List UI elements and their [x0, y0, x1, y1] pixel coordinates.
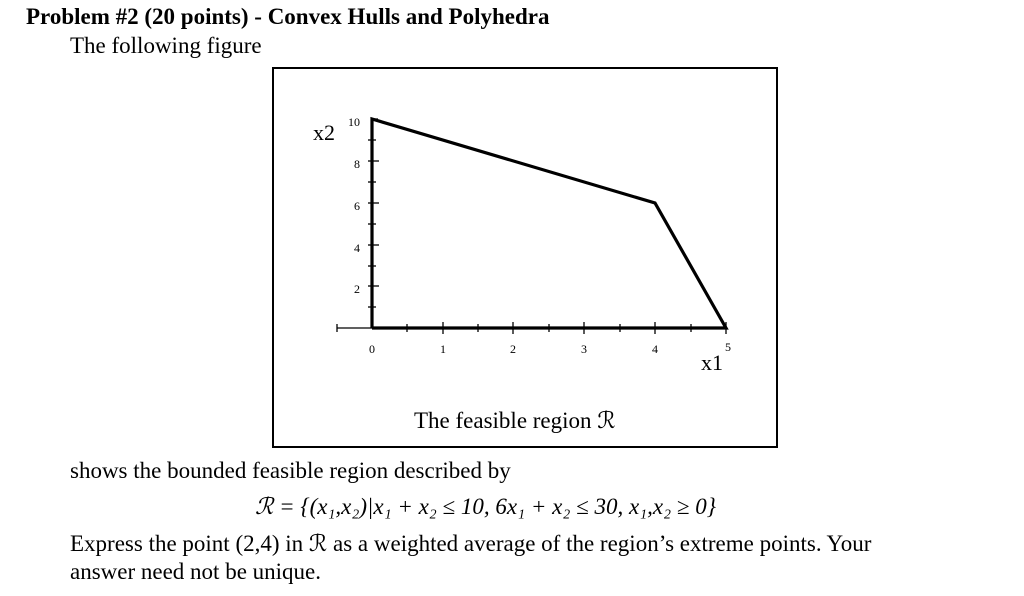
- feasible-region-polygon: [370, 116, 729, 330]
- y-axis-label: x2: [313, 120, 335, 145]
- region-definition-formula: ℛ = {(x₁,x₂)|x₁ + x₂ ≤ 10, 6x₁ + x₂ ≤ 30…: [255, 494, 716, 519]
- svg-text:5: 5: [725, 340, 731, 354]
- svg-text:3: 3: [581, 342, 587, 356]
- svg-text:0: 0: [369, 342, 375, 356]
- y-tick-labels: 10 8 6 4 2: [348, 115, 360, 296]
- svg-text:2: 2: [354, 282, 360, 296]
- figure-caption: The feasible region ℛ: [414, 408, 616, 433]
- x-tick-labels: 0 1 2 3 4 5: [369, 340, 731, 356]
- svg-text:4: 4: [354, 241, 360, 255]
- svg-text:4: 4: [652, 342, 658, 356]
- x-axis-label: x1: [701, 350, 723, 375]
- body-paragraph-1: shows the bounded feasible region descri…: [70, 458, 511, 483]
- problem-title: Problem #2 (20 points) - Convex Hulls an…: [26, 4, 550, 29]
- svg-text:2: 2: [510, 342, 516, 356]
- body-paragraph-2: Express the point (2,4) in ℛ as a weight…: [70, 531, 872, 556]
- svg-text:10: 10: [348, 115, 360, 129]
- body-paragraph-3: answer need not be unique.: [70, 559, 322, 584]
- figure-frame: 10 8 6 4 2 0 1 2 3 4 5 x2 x1 The feasibl…: [272, 67, 778, 448]
- svg-text:1: 1: [440, 342, 446, 356]
- svg-text:8: 8: [354, 157, 360, 171]
- svg-text:6: 6: [354, 199, 360, 213]
- intro-text: The following figure: [70, 33, 262, 58]
